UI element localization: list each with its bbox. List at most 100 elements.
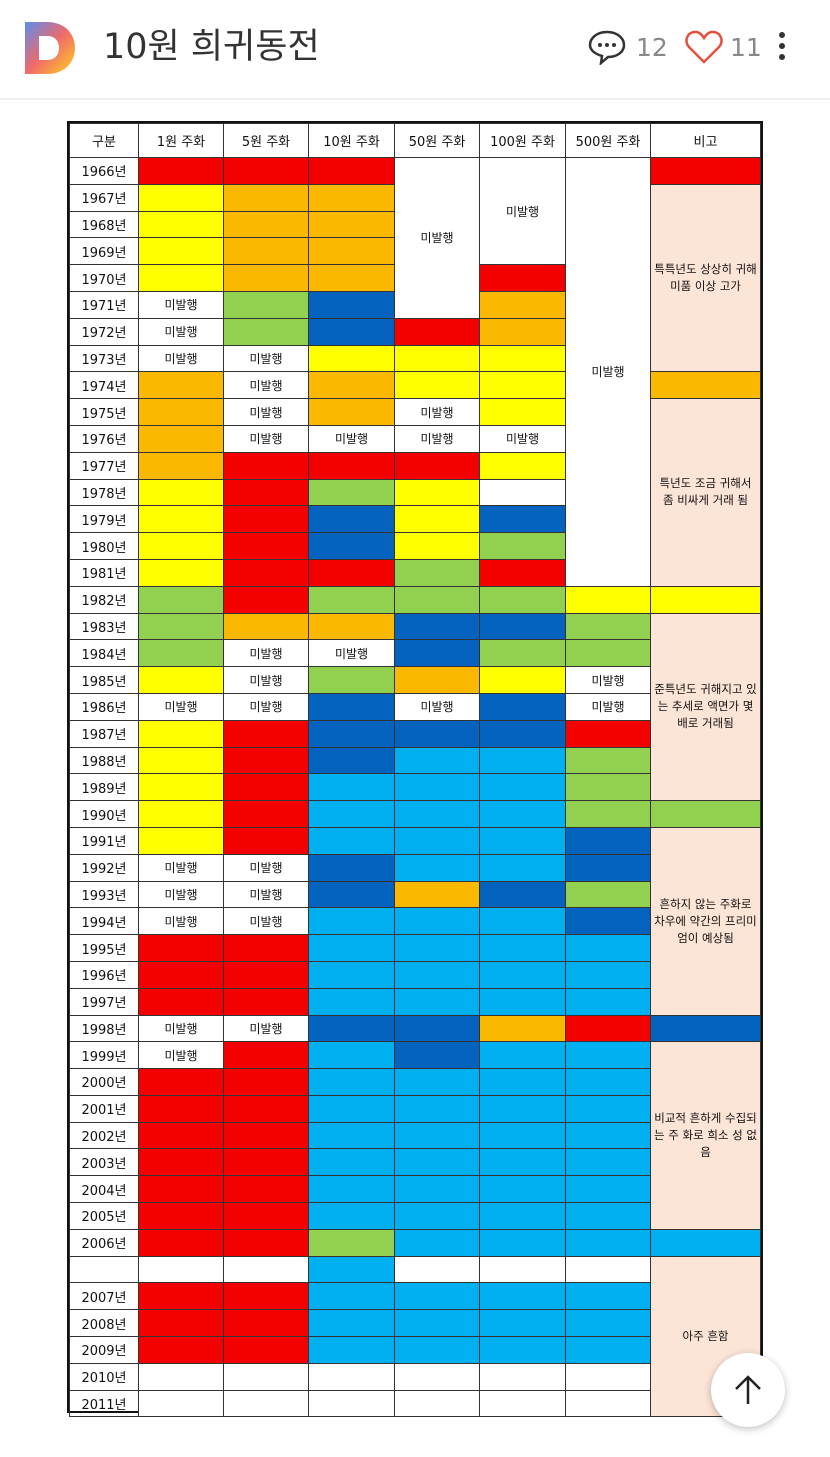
table-row: 1992년 미발행 미발행 [69, 853, 761, 882]
rarity-color-cell [138, 666, 224, 694]
table-row: 1973년 미발행 미발행 [69, 344, 761, 373]
rarity-color-cell [565, 880, 651, 909]
rarity-color-cell [479, 1389, 566, 1418]
comment-icon[interactable] [587, 29, 627, 65]
year-cell: 1995년 [69, 934, 139, 962]
table-row: 1978년 [69, 478, 761, 507]
rarity-color-cell [223, 1068, 309, 1096]
year-cell: 1983년 [69, 612, 139, 641]
rarity-color-cell [565, 800, 651, 828]
rarity-color-cell [308, 1336, 395, 1364]
table-row: 2010년 [69, 1362, 761, 1391]
year-cell: 1993년 [69, 880, 139, 909]
rarity-color-cell [223, 290, 309, 319]
table-row: 1993년 미발행 미발행 [69, 880, 761, 909]
rarity-color-cell [138, 505, 224, 534]
rarity-color-cell [565, 1255, 651, 1284]
year-cell: 1975년 [69, 398, 139, 426]
rarity-color-cell [394, 1228, 480, 1257]
year-cell [69, 1255, 139, 1284]
rare-coin-table: 구분 1원 주화 5원 주화 10원 주화 50원 주화 100원 주화 500원 주화 비고… [67, 121, 763, 1418]
rarity-color-cell [394, 746, 480, 775]
table-header-row: 구분 1원 주화 5원 주화 10원 주화 50원 주화 100원 주화 500원 주화 비고 [69, 123, 761, 158]
year-cell: 2005년 [69, 1202, 139, 1230]
rarity-color-cell [565, 1362, 651, 1391]
rarity-color-cell [308, 371, 395, 400]
rarity-color-cell [138, 746, 224, 775]
year-cell: 1972년 [69, 317, 139, 346]
table-row: 1987년 [69, 719, 761, 748]
table-row: 1982년 [69, 585, 761, 614]
rarity-color-cell [394, 719, 480, 748]
not-issued-cell: 미발행 [223, 344, 309, 373]
year-cell: 2000년 [69, 1068, 139, 1096]
year-cell: 2008년 [69, 1309, 139, 1338]
rarity-color-cell [138, 1228, 224, 1257]
table-row: 1989년 [69, 773, 761, 802]
legend-color-cell [650, 800, 761, 828]
rarity-color-cell [565, 1175, 651, 1204]
rarity-color-cell [308, 344, 395, 373]
heart-icon[interactable] [684, 29, 724, 65]
legend-color-cell [650, 1228, 761, 1257]
rarity-color-cell [479, 853, 566, 882]
not-issued-cell: 미발행 [138, 692, 224, 721]
year-cell: 1998년 [69, 1014, 139, 1043]
more-options-icon[interactable] [776, 32, 788, 62]
rarity-color-cell [223, 1202, 309, 1230]
not-issued-cell: 미발행 [394, 692, 480, 721]
rarity-color-cell [223, 1282, 309, 1311]
rarity-color-cell [308, 746, 395, 775]
remark-cell: 흔하지 않는 주화로 차우에 약간의 프리미엄이 예상됨 [650, 826, 761, 1016]
rarity-color-cell [223, 1309, 309, 1338]
year-cell: 1973년 [69, 344, 139, 373]
year-cell: 1990년 [69, 800, 139, 828]
year-cell: 2010년 [69, 1362, 139, 1391]
rarity-color-cell [223, 532, 309, 560]
not-issued-cell: 미발행 [223, 398, 309, 426]
rarity-color-cell [394, 907, 480, 936]
rarity-color-cell [308, 1255, 395, 1284]
rarity-color-cell [479, 1068, 566, 1096]
year-cell: 1976년 [69, 424, 139, 453]
rarity-color-cell [479, 880, 566, 909]
table-row: 1988년 [69, 746, 761, 775]
table-row: 1972년 미발행 [69, 317, 761, 346]
not-issued-cell: 미발행 [223, 666, 309, 694]
rarity-color-cell [394, 826, 480, 855]
column-header: 구분 [69, 123, 139, 158]
rarity-color-cell [394, 1175, 480, 1204]
rarity-color-cell [394, 451, 480, 480]
daum-logo-icon[interactable] [25, 22, 75, 74]
table-row: 1981년 [69, 558, 761, 587]
rarity-color-cell [479, 1148, 566, 1177]
table-row: 1979년 [69, 505, 761, 534]
not-issued-cell: 미발행 [138, 853, 224, 882]
table-row: 아주 흔함 [69, 1255, 761, 1418]
rarity-color-cell [138, 960, 224, 989]
rarity-color-cell [138, 371, 224, 400]
rarity-color-cell [308, 1014, 395, 1043]
rarity-color-cell [223, 478, 309, 507]
not-issued-merged-cell: 미발행 [565, 157, 651, 587]
not-issued-cell: 미발행 [223, 692, 309, 721]
rarity-color-cell [394, 1336, 480, 1364]
rarity-color-cell [479, 692, 566, 721]
rarity-color-cell [394, 1282, 480, 1311]
rarity-color-cell [223, 746, 309, 775]
year-cell: 1989년 [69, 773, 139, 802]
rarity-color-cell [138, 773, 224, 802]
rarity-color-cell [308, 585, 395, 614]
rarity-color-cell [223, 960, 309, 989]
year-cell: 1997년 [69, 987, 139, 1016]
rarity-color-cell [223, 826, 309, 855]
rarity-color-cell [479, 1336, 566, 1364]
year-cell: 1999년 [69, 1041, 139, 1070]
rarity-color-cell [394, 987, 480, 1016]
comment-count: 12 [636, 33, 668, 62]
year-cell: 1971년 [69, 290, 139, 319]
rarity-color-cell [394, 558, 480, 587]
scroll-to-top-button[interactable] [711, 1353, 785, 1427]
rarity-color-cell [479, 585, 566, 614]
not-issued-cell: 미발행 [138, 317, 224, 346]
